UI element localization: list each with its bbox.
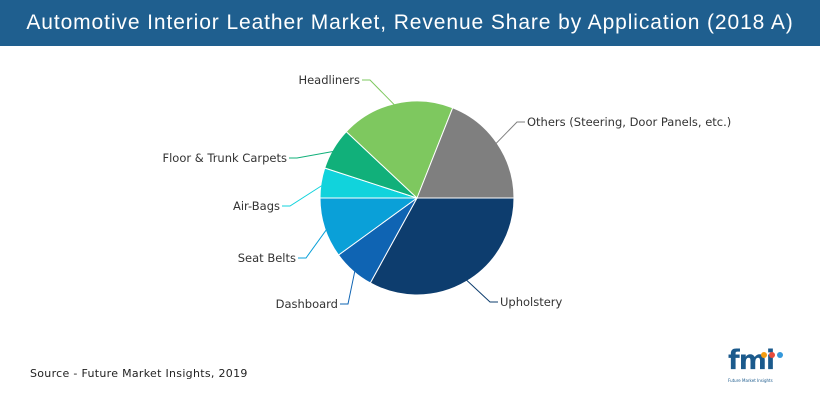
logo-subtitle: Future Market Insights: [728, 378, 773, 383]
fmi-logo: fmi Future Market Insights: [726, 345, 786, 384]
pie-slice-others-steering-door-panels-etc: [416, 107, 515, 199]
leader-line-upholstery: [463, 277, 498, 303]
pie-slices: [319, 100, 515, 296]
pie-slice-upholstery: [369, 197, 515, 296]
slice-label-others-steering-door-panels-etc: Others (Steering, Door Panels, etc.): [527, 115, 731, 129]
leader-line-headliners: [362, 79, 398, 108]
leader-line-floor-trunk-carpets: [289, 150, 338, 159]
pie-chart: Upholstery Dashboard Seat Belts Air-Bags Flo…: [162, 73, 731, 311]
logo-dot-blue: [777, 352, 783, 358]
leader-line-dashboard: [340, 267, 356, 305]
source-note: Source - Future Market Insights, 2019: [30, 367, 248, 380]
logo-dot-red: [769, 352, 775, 358]
slice-label-upholstery: Upholstery: [500, 295, 563, 309]
leader-lines: [282, 79, 525, 305]
slice-label-air-bags: Air-Bags: [233, 199, 280, 213]
slice-labels: Upholstery Dashboard Seat Belts Air-Bags Flo…: [162, 73, 731, 311]
slice-label-seat-belts: Seat Belts: [238, 251, 296, 265]
slice-label-headliners: Headliners: [298, 73, 360, 87]
slice-label-dashboard: Dashboard: [276, 297, 338, 311]
chart-title: Automotive Interior Leather Market, Reve…: [0, 0, 820, 46]
leader-line-others-steering-door-panels-etc: [493, 121, 525, 147]
logo-dot-orange: [761, 352, 767, 358]
leader-line-seat-belts: [298, 226, 330, 259]
leader-line-air-bags: [282, 183, 326, 207]
logo-text: fmi: [728, 345, 775, 376]
slice-label-floor-trunk-carpets: Floor & Trunk Carpets: [162, 151, 287, 165]
